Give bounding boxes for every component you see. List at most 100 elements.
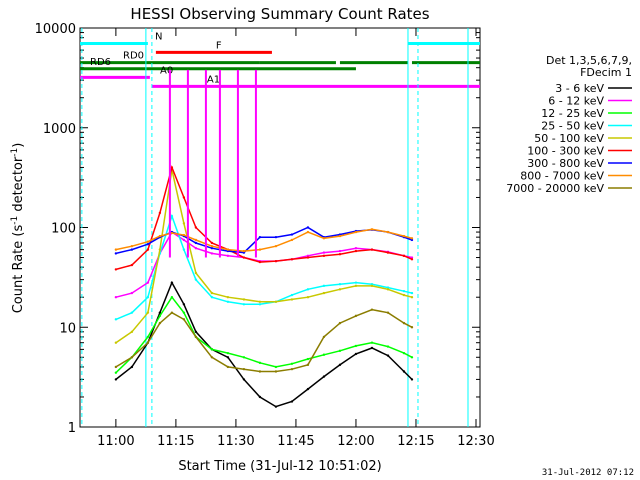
- data-point-8-7: [210, 356, 214, 359]
- data-point-2-19: [402, 351, 406, 355]
- data-point-4-13: [306, 296, 310, 299]
- data-point-2-4: [170, 296, 174, 299]
- data-point-2-9: [242, 356, 246, 359]
- data-point-1-20: [410, 256, 414, 259]
- data-point-2-13: [306, 357, 310, 361]
- data-point-5-6: [194, 226, 198, 229]
- data-point-1-16: [354, 247, 358, 250]
- data-point-2-10: [258, 361, 262, 365]
- data-point-4-10: [258, 300, 262, 303]
- data-point-6-1: [130, 248, 134, 251]
- data-point-4-11: [274, 300, 278, 303]
- data-point-3-19: [402, 289, 406, 293]
- data-point-4-18: [386, 288, 390, 291]
- data-point-4-1: [130, 330, 134, 334]
- data-point-8-3: [158, 321, 162, 325]
- legend-header-1: FDecim 1: [580, 66, 632, 79]
- data-point-6-11: [274, 235, 278, 239]
- data-point-8-6: [194, 335, 198, 339]
- data-point-0-11: [274, 405, 278, 408]
- data-point-3-13: [306, 288, 310, 291]
- data-point-4-20: [410, 296, 414, 299]
- x-tick-label-3: 11:45: [277, 434, 314, 449]
- series-line-8: [115, 308, 413, 373]
- ylabel-sup: -1: [10, 216, 20, 225]
- flag-label-RD6: RD6: [90, 57, 111, 68]
- data-point-7-14: [322, 237, 326, 240]
- legend-label-4: 50 - 100 keV: [534, 132, 604, 145]
- data-point-6-12: [290, 233, 294, 236]
- data-point-0-13: [306, 387, 310, 391]
- data-point-3-1: [130, 311, 134, 314]
- data-point-7-13: [306, 230, 310, 234]
- data-point-5-4: [170, 166, 174, 169]
- data-point-3-14: [322, 284, 326, 288]
- ylabel-mid: detector: [11, 156, 26, 216]
- data-point-1-0: [114, 296, 118, 299]
- y-tick-label-2: 100: [51, 222, 76, 237]
- data-point-8-2: [146, 341, 150, 344]
- legend-label-2: 12 - 25 keV: [541, 107, 604, 120]
- data-point-7-6: [194, 238, 198, 242]
- data-point-0-8: [226, 356, 230, 359]
- data-point-1-7: [210, 252, 214, 255]
- data-point-8-9: [242, 367, 246, 371]
- data-point-0-1: [130, 365, 134, 369]
- data-point-8-19: [402, 321, 406, 325]
- data-point-7-17: [370, 228, 374, 231]
- y-tick-label-1: 10: [59, 321, 76, 336]
- data-point-3-16: [354, 281, 358, 284]
- y-tick-label-3: 1000: [43, 122, 76, 137]
- x-tick-label-2: 11:30: [217, 434, 254, 449]
- data-point-4-8: [226, 296, 230, 299]
- data-point-5-15: [338, 252, 342, 256]
- data-point-8-8: [226, 365, 230, 369]
- flag-label-F: F: [216, 40, 222, 51]
- data-point-4-12: [290, 298, 294, 301]
- data-point-2-5: [182, 311, 186, 314]
- data-point-8-18: [386, 311, 390, 314]
- x-tick-label-5: 12:15: [397, 434, 434, 449]
- data-point-4-9: [242, 298, 246, 301]
- data-point-7-2: [146, 240, 150, 243]
- legend-header-0: Det 1,3,5,6,7,9,: [546, 54, 632, 67]
- data-point-0-16: [354, 352, 358, 356]
- data-point-2-20: [410, 356, 414, 359]
- data-point-0-3: [158, 311, 162, 314]
- data-point-2-2: [146, 335, 150, 339]
- data-point-4-15: [338, 288, 342, 291]
- data-point-4-14: [322, 291, 326, 295]
- data-point-4-16: [354, 284, 358, 288]
- flag-label-A0: A0: [160, 65, 173, 76]
- data-point-0-12: [290, 400, 294, 403]
- data-point-7-4: [170, 231, 174, 235]
- data-point-1-2: [146, 281, 150, 284]
- data-point-8-16: [354, 314, 358, 318]
- series-line-3: [115, 213, 413, 321]
- data-point-2-16: [354, 344, 358, 348]
- data-point-2-0: [114, 371, 118, 374]
- data-point-8-12: [290, 367, 294, 371]
- data-point-7-12: [290, 238, 294, 242]
- data-point-8-10: [258, 370, 262, 373]
- data-point-4-3: [158, 248, 162, 251]
- data-point-6-13: [306, 226, 310, 229]
- x-axis-label: Start Time (31-Jul-12 10:51:02): [178, 459, 381, 474]
- legend-label-8: 7000 - 20000 keV: [506, 182, 604, 195]
- data-point-5-18: [386, 251, 390, 254]
- data-point-7-16: [354, 230, 358, 234]
- data-point-0-17: [370, 346, 374, 350]
- data-point-0-19: [402, 370, 406, 373]
- legend-label-7: 800 - 7000 keV: [520, 170, 604, 183]
- data-point-0-4: [170, 281, 174, 284]
- data-point-3-4: [170, 214, 174, 218]
- data-point-5-3: [158, 211, 162, 215]
- data-point-4-2: [146, 311, 150, 314]
- data-point-7-5: [182, 233, 186, 237]
- data-point-8-5: [182, 318, 186, 321]
- data-point-3-7: [210, 296, 214, 299]
- data-point-5-17: [370, 248, 374, 251]
- data-point-4-19: [402, 293, 406, 297]
